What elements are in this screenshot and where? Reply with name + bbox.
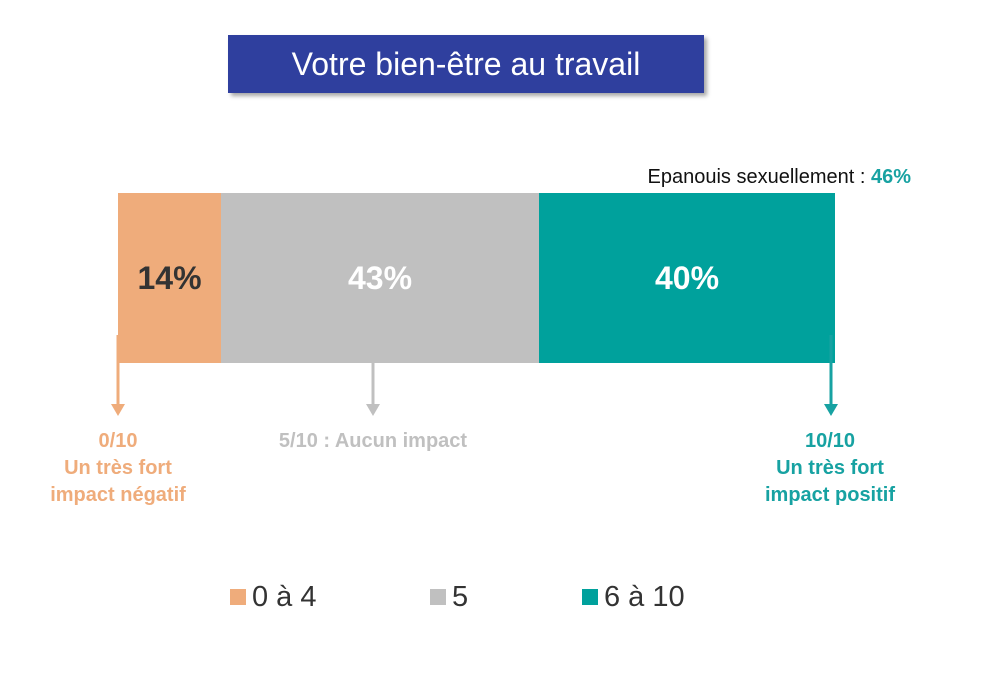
bar-segment-2: 43% (221, 193, 539, 363)
scale-positive-line3: impact positif (764, 484, 895, 506)
legend-item-6-10: 6 à 10 (582, 580, 685, 614)
bar-value-label-2: 43% (347, 259, 413, 296)
arrow-positive (824, 335, 838, 416)
legend-swatch-6-10 (582, 589, 598, 605)
legend-label-0-4: 0 à 4 (252, 580, 317, 613)
highlight-stat: Epanouis sexuellement : 46% (648, 166, 912, 189)
legend-item-5: 5 (430, 580, 468, 614)
scale-positive-line2: Un très fort (776, 457, 884, 479)
legend-swatch-0-4 (230, 589, 246, 605)
stacked-bar: 14% 43% 40% (118, 193, 835, 363)
bar-segment-1: 14% (118, 193, 221, 363)
scale-label-negative: 0/10 Un très fort impact négatif (28, 428, 208, 509)
scale-positive-value: 10/10 (804, 430, 856, 452)
scale-label-neutral: 5/10 : Aucun impact (253, 428, 493, 455)
legend-label-6-10: 6 à 10 (604, 580, 685, 613)
highlight-value: 46% (870, 166, 911, 188)
arrow-neutral (366, 363, 380, 416)
legend-item-0-4: 0 à 4 (230, 580, 317, 614)
bar-value-label-3: 40% (654, 259, 720, 296)
bar-value-label-1: 14% (137, 259, 202, 296)
highlight-label: Epanouis sexuellement : (647, 166, 871, 188)
legend-swatch-5 (430, 589, 446, 605)
scale-neutral-value: 5/10 : Aucun impact (278, 430, 468, 452)
scale-negative-line2: Un très fort (64, 457, 172, 479)
chart-title: Votre bien-être au travail (228, 35, 704, 93)
arrow-negative (111, 335, 125, 416)
bar-segment-3: 40% (539, 193, 835, 363)
scale-negative-line3: impact négatif (50, 484, 186, 506)
scale-negative-value: 0/10 (98, 430, 138, 452)
scale-label-positive: 10/10 Un très fort impact positif (740, 428, 920, 509)
legend-label-5: 5 (452, 580, 469, 613)
